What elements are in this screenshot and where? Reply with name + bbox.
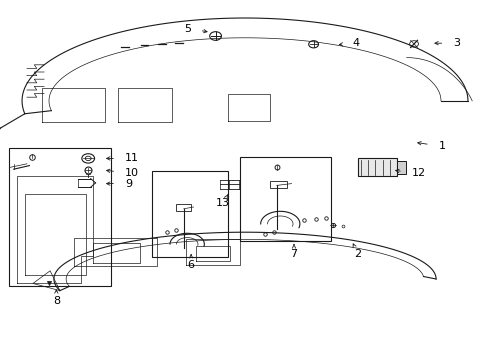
Text: 5: 5: [184, 24, 191, 34]
Text: 9: 9: [125, 179, 132, 189]
Bar: [397, 161, 406, 174]
Text: 13: 13: [216, 198, 230, 208]
Bar: [152, 171, 228, 257]
Text: 2: 2: [354, 249, 361, 259]
Text: 4: 4: [353, 38, 360, 48]
Text: 3: 3: [453, 38, 460, 48]
Bar: [240, 157, 331, 241]
Text: 1: 1: [439, 141, 445, 151]
Bar: [9, 148, 111, 286]
Bar: [270, 181, 287, 188]
Bar: [176, 204, 191, 211]
Text: 11: 11: [125, 153, 139, 163]
Bar: [358, 158, 397, 176]
Text: 12: 12: [412, 168, 426, 178]
Text: 8: 8: [53, 296, 60, 306]
Text: 10: 10: [125, 168, 139, 178]
Text: 7: 7: [291, 249, 297, 259]
Text: 6: 6: [188, 260, 195, 270]
